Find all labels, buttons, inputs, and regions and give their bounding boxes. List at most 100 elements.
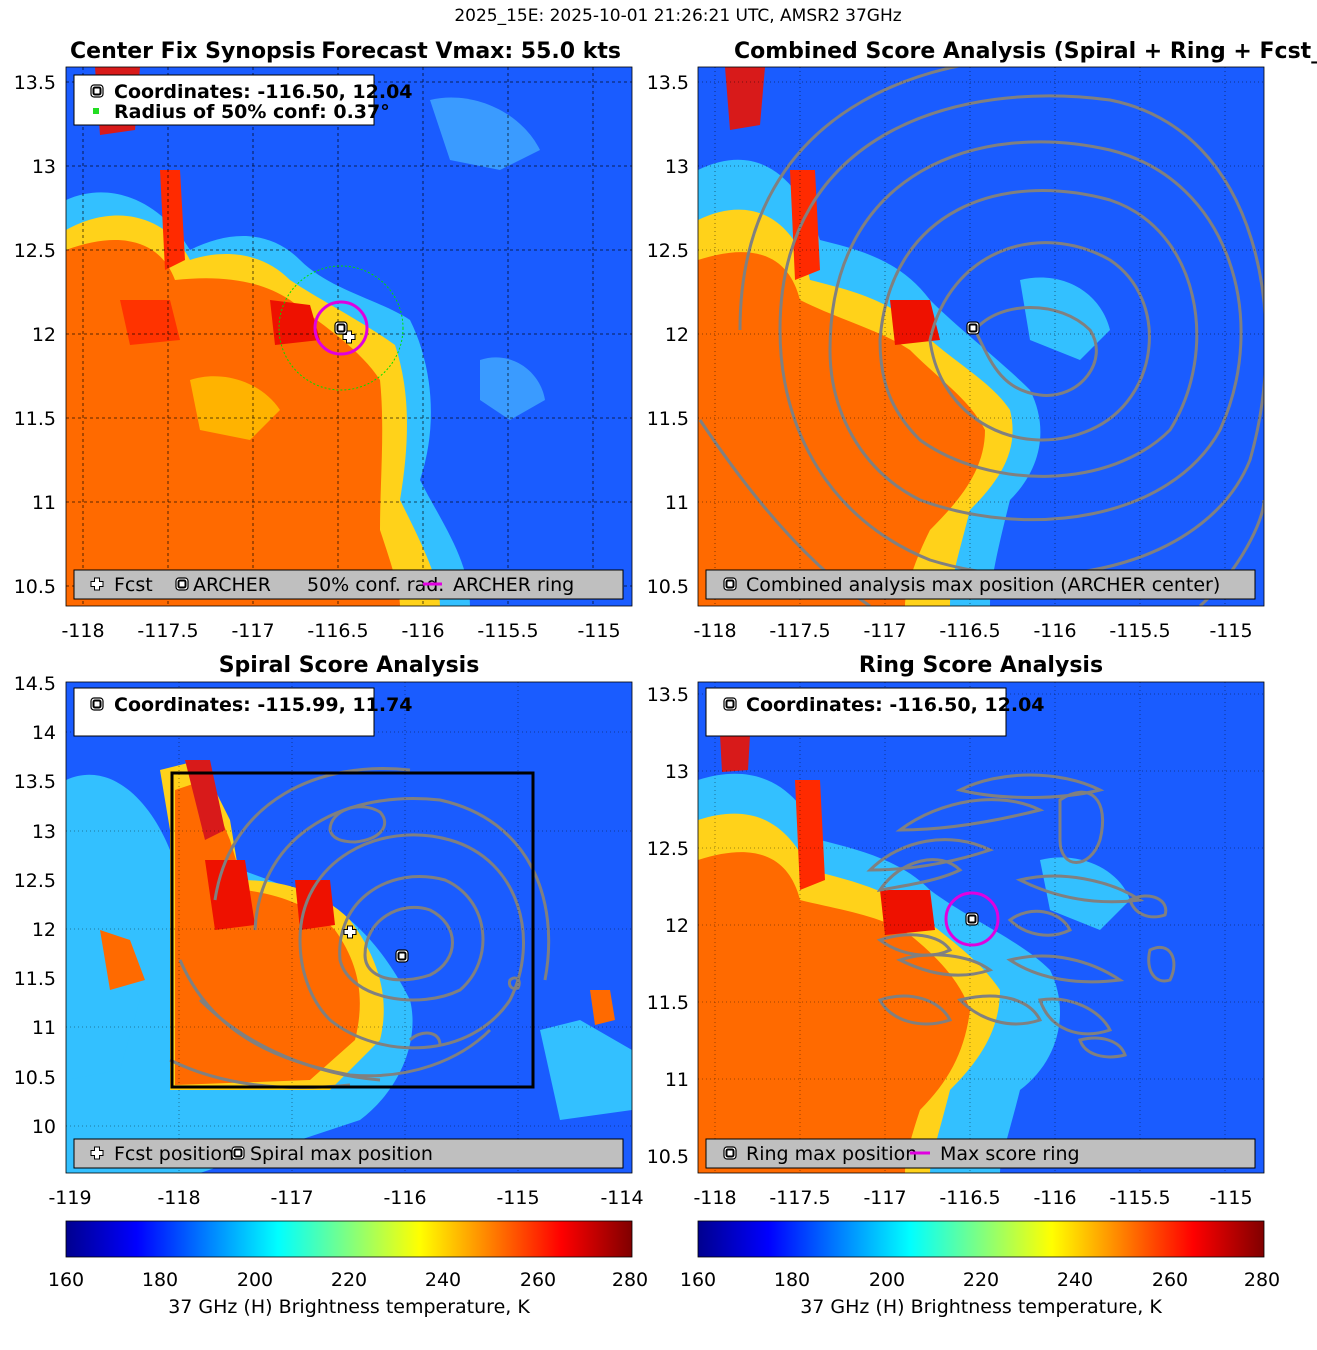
x-tick-label: -118 — [693, 1187, 736, 1209]
y-tick-labels: 13.5 13 12.5 12 11.5 11 10.5 — [14, 72, 56, 598]
y-tick-label: 13.5 — [647, 684, 689, 706]
colorbar-tick-label: 160 — [680, 1269, 716, 1291]
x-tick-label: -115 — [1209, 620, 1252, 642]
x-tick-label: -116.5 — [939, 1187, 1000, 1209]
panel-title: Spiral Score Analysis — [219, 653, 480, 678]
legend-ring-max: Ring max position — [746, 1143, 917, 1165]
legend-combined: Combined analysis max position (ARCHER c… — [746, 574, 1220, 596]
ring-contours — [866, 773, 1176, 1059]
y-tick-label: 13 — [665, 156, 689, 178]
y-tick-label: 11.5 — [14, 408, 56, 430]
y-tick-label: 10.5 — [647, 576, 689, 598]
legend-max-score-ring: Max score ring — [940, 1143, 1080, 1165]
y-tick-label: 12.5 — [647, 240, 689, 262]
y-tick-label: 11 — [32, 1017, 56, 1039]
x-tick-label: -118 — [693, 620, 736, 642]
fcst-legend-icon — [90, 1146, 104, 1160]
colorbar-tick-label: 200 — [237, 1269, 273, 1291]
spiral-legend-icon — [231, 1146, 245, 1160]
x-tick-label: -117.5 — [137, 620, 198, 642]
x-tick-label: -117 — [231, 620, 274, 642]
axes-frame — [65, 66, 633, 607]
colorbar-tick-label: 240 — [425, 1269, 461, 1291]
y-tick-labels: 13.5 13 12.5 12 11.5 11 10.5 — [647, 72, 689, 598]
axes-frame — [697, 66, 1265, 607]
heatmap — [66, 682, 632, 1173]
colorbar-tick-label: 260 — [520, 1269, 556, 1291]
colorbar-tick-label: 160 — [48, 1269, 84, 1291]
x-tick-label: -117.5 — [769, 620, 830, 642]
heatmap — [698, 682, 1264, 1173]
x-tick-label: -116 — [1033, 620, 1076, 642]
x-tick-label: -116 — [383, 1187, 426, 1209]
figure-suptitle: 2025_15E: 2025-10-01 21:26:21 UTC, AMSR2… — [454, 6, 901, 26]
x-tick-label: -115 — [1209, 1187, 1252, 1209]
search-box — [170, 771, 535, 1089]
colorbar-tick-label: 200 — [869, 1269, 905, 1291]
x-tick-label: -115.5 — [1109, 1187, 1170, 1209]
x-tick-label: -117 — [863, 620, 906, 642]
colorbar-tick-label: 260 — [1152, 1269, 1188, 1291]
panel-spiral: Spiral Score Analysis — [14, 653, 644, 1209]
y-tick-label: 12.5 — [14, 240, 56, 262]
y-tick-label: 13.5 — [647, 72, 689, 94]
info-box: Coordinates: -116.50, 12.04 Radius of 50… — [73, 74, 413, 126]
colorbar-tick-label: 180 — [774, 1269, 810, 1291]
y-tick-label: 13.5 — [14, 771, 56, 793]
y-tick-label: 10.5 — [14, 1067, 56, 1089]
legend-spiral: Spiral max position — [250, 1143, 433, 1165]
x-tick-labels: -118 -117.5 -117 -116.5 -116 -115.5 -115 — [693, 620, 1252, 642]
legend-ring: ARCHER ring — [453, 574, 574, 596]
ring-legend-icon — [723, 697, 737, 711]
y-tick-labels: 13.5 13 12.5 12 11.5 11 10.5 — [647, 684, 689, 1168]
y-tick-label: 12 — [665, 324, 689, 346]
combined-contours — [698, 67, 1264, 606]
fcst-marker — [343, 925, 357, 939]
ring-legend-icon — [723, 1146, 737, 1160]
info-box: Coordinates: -116.50, 12.04 — [705, 687, 1045, 737]
x-tick-label: -118 — [61, 620, 104, 642]
colorbar-label: 37 GHz (H) Brightness temperature, K — [168, 1296, 530, 1318]
x-tick-label: -116 — [1033, 1187, 1076, 1209]
y-tick-label: 13 — [32, 156, 56, 178]
info-coordinates: Coordinates: -115.99, 11.74 — [114, 694, 413, 716]
y-tick-label: 14.5 — [14, 673, 56, 695]
y-tick-label: 12.5 — [14, 870, 56, 892]
y-tick-label: 12 — [665, 915, 689, 937]
colorbar-right: 160 180 200 220 240 260 280 37 GHz (H) B… — [680, 1220, 1280, 1318]
y-tick-label: 11 — [665, 1069, 689, 1091]
heatmap — [698, 67, 1264, 606]
legend: Combined analysis max position (ARCHER c… — [705, 569, 1256, 600]
x-tick-label: -114 — [600, 1187, 643, 1209]
y-tick-label: 10.5 — [647, 1146, 689, 1168]
legend-fcst: Fcst — [114, 574, 153, 596]
conf-legend-icon — [93, 108, 99, 114]
panel-ring: Ring Score Analysis — [647, 653, 1265, 1209]
spiral-max-marker — [395, 949, 409, 963]
legend-archer: ARCHER — [193, 574, 271, 596]
panel-title-vmax: Forecast Vmax: 55.0 kts — [321, 39, 621, 64]
x-tick-label: -117.5 — [769, 1187, 830, 1209]
y-tick-label: 10.5 — [14, 576, 56, 598]
x-tick-label: -116.5 — [939, 620, 1000, 642]
archer-ring — [313, 300, 369, 356]
colorbar-tick-label: 220 — [963, 1269, 999, 1291]
info-coordinates: Coordinates: -116.50, 12.04 — [114, 81, 413, 103]
fcst-legend-icon — [90, 577, 104, 591]
legend-conf: 50% conf. rad. — [307, 574, 444, 596]
y-tick-label: 12 — [32, 919, 56, 941]
y-tick-label: 13 — [32, 821, 56, 843]
y-tick-label: 13 — [665, 761, 689, 783]
y-tick-label: 11.5 — [647, 992, 689, 1014]
x-tick-label: -116.5 — [307, 620, 368, 642]
y-tick-label: 12 — [32, 324, 56, 346]
panel-synopsis: Center Fix Synopsis Forecast Vmax: 55.0 … — [14, 39, 633, 642]
colorbar-tick-label: 180 — [142, 1269, 178, 1291]
axes-frame — [65, 681, 633, 1174]
x-tick-labels: -118 -117.5 -117 -116.5 -116 -115.5 -115 — [693, 1187, 1252, 1209]
max-score-ring — [944, 891, 1000, 947]
x-tick-label: -115 — [577, 620, 620, 642]
info-box: Coordinates: -115.99, 11.74 — [73, 687, 413, 737]
markers — [278, 265, 404, 391]
archer-legend-icon — [90, 84, 104, 98]
